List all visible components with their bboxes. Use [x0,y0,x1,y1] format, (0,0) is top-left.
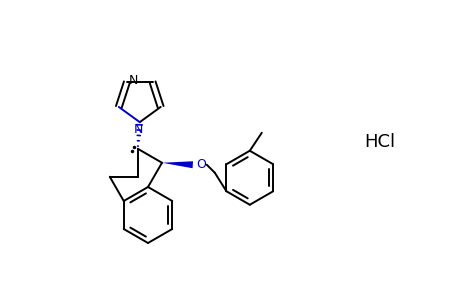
Polygon shape [162,161,193,168]
Text: N: N [129,74,138,87]
Text: N: N [134,123,143,136]
Text: O: O [196,158,205,171]
Text: HCl: HCl [364,133,395,151]
